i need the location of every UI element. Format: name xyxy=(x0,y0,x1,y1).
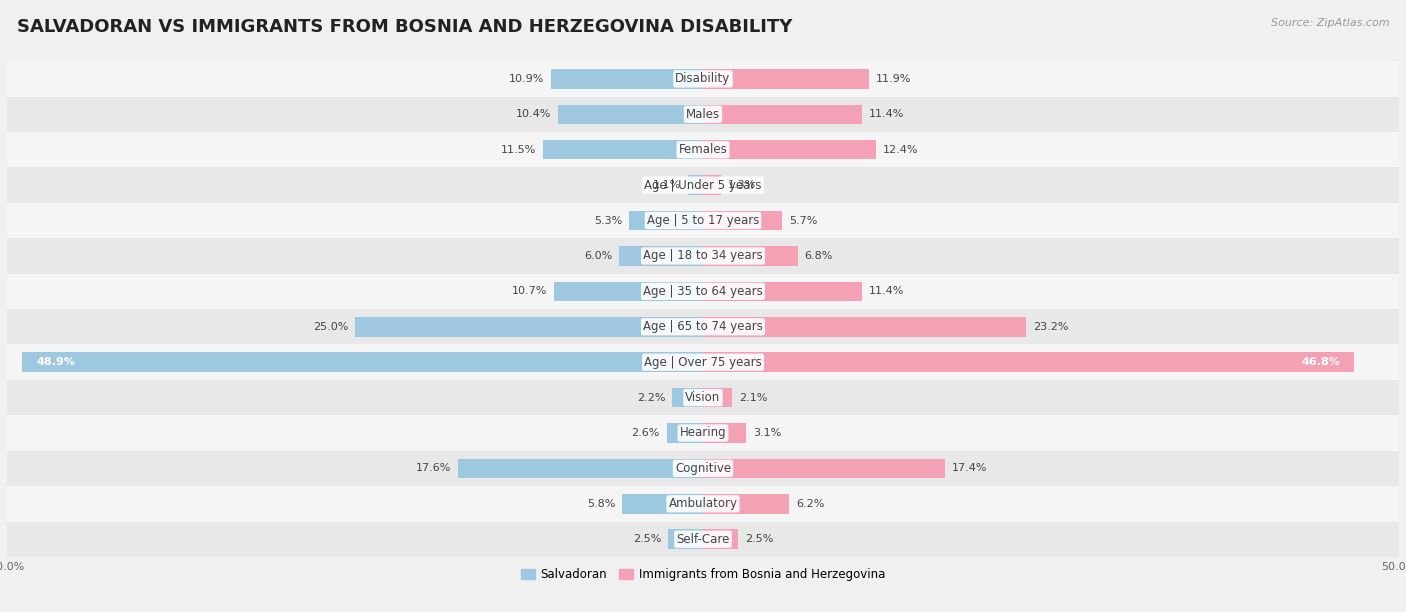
Bar xyxy=(703,69,869,89)
Text: 10.4%: 10.4% xyxy=(516,110,551,119)
Text: 11.4%: 11.4% xyxy=(869,110,904,119)
Text: 10.7%: 10.7% xyxy=(512,286,547,296)
Bar xyxy=(703,494,789,513)
Bar xyxy=(558,105,703,124)
Text: 2.2%: 2.2% xyxy=(637,392,665,403)
Text: Disability: Disability xyxy=(675,72,731,86)
Bar xyxy=(703,282,862,301)
Bar xyxy=(7,521,1399,557)
Text: 25.0%: 25.0% xyxy=(312,322,349,332)
Text: 11.9%: 11.9% xyxy=(876,74,911,84)
Bar xyxy=(703,140,876,160)
Bar xyxy=(458,458,703,478)
Text: Cognitive: Cognitive xyxy=(675,462,731,475)
Bar xyxy=(7,61,1399,97)
Bar xyxy=(22,353,703,372)
Text: Females: Females xyxy=(679,143,727,156)
Bar xyxy=(7,168,1399,203)
Text: Age | Over 75 years: Age | Over 75 years xyxy=(644,356,762,368)
Bar xyxy=(672,388,703,408)
Text: 2.5%: 2.5% xyxy=(745,534,773,544)
Text: Vision: Vision xyxy=(685,391,721,404)
Bar xyxy=(7,274,1399,309)
Bar xyxy=(703,529,738,549)
Text: Age | 5 to 17 years: Age | 5 to 17 years xyxy=(647,214,759,227)
Text: Age | Under 5 years: Age | Under 5 years xyxy=(644,179,762,192)
Bar xyxy=(7,345,1399,380)
Bar xyxy=(703,317,1026,337)
Text: Hearing: Hearing xyxy=(679,427,727,439)
Bar xyxy=(703,246,797,266)
Text: 10.9%: 10.9% xyxy=(509,74,544,84)
Bar xyxy=(554,282,703,301)
Bar xyxy=(7,486,1399,521)
Bar xyxy=(551,69,703,89)
Text: 12.4%: 12.4% xyxy=(883,144,918,155)
Text: 6.2%: 6.2% xyxy=(796,499,825,509)
Text: 2.5%: 2.5% xyxy=(633,534,661,544)
Bar xyxy=(7,97,1399,132)
Text: 2.6%: 2.6% xyxy=(631,428,659,438)
Text: 5.7%: 5.7% xyxy=(789,215,818,226)
Text: 1.3%: 1.3% xyxy=(728,180,756,190)
Text: 11.4%: 11.4% xyxy=(869,286,904,296)
Bar xyxy=(666,424,703,442)
Text: SALVADORAN VS IMMIGRANTS FROM BOSNIA AND HERZEGOVINA DISABILITY: SALVADORAN VS IMMIGRANTS FROM BOSNIA AND… xyxy=(17,18,792,36)
Bar xyxy=(7,380,1399,416)
Bar xyxy=(7,309,1399,345)
Legend: Salvadoran, Immigrants from Bosnia and Herzegovina: Salvadoran, Immigrants from Bosnia and H… xyxy=(516,563,890,586)
Text: 6.0%: 6.0% xyxy=(585,251,613,261)
Bar xyxy=(7,238,1399,274)
Bar xyxy=(668,529,703,549)
Bar xyxy=(703,388,733,408)
Bar xyxy=(354,317,703,337)
Bar xyxy=(623,494,703,513)
Bar xyxy=(703,353,1354,372)
Text: 5.8%: 5.8% xyxy=(586,499,616,509)
Text: Self-Care: Self-Care xyxy=(676,532,730,546)
Text: Age | 35 to 64 years: Age | 35 to 64 years xyxy=(643,285,763,298)
Bar xyxy=(7,203,1399,238)
Text: Males: Males xyxy=(686,108,720,121)
Text: 2.1%: 2.1% xyxy=(740,392,768,403)
Bar xyxy=(703,211,782,230)
Text: Source: ZipAtlas.com: Source: ZipAtlas.com xyxy=(1271,18,1389,28)
Bar xyxy=(630,211,703,230)
Text: 48.9%: 48.9% xyxy=(37,357,75,367)
Text: 11.5%: 11.5% xyxy=(501,144,536,155)
Text: 6.8%: 6.8% xyxy=(804,251,832,261)
Bar xyxy=(703,176,721,195)
Text: Age | 65 to 74 years: Age | 65 to 74 years xyxy=(643,320,763,334)
Bar xyxy=(688,176,703,195)
Bar xyxy=(620,246,703,266)
Bar xyxy=(703,458,945,478)
Text: 17.4%: 17.4% xyxy=(952,463,987,474)
Bar xyxy=(7,132,1399,168)
Text: 3.1%: 3.1% xyxy=(754,428,782,438)
Text: 46.8%: 46.8% xyxy=(1302,357,1340,367)
Bar xyxy=(7,416,1399,450)
Bar xyxy=(7,450,1399,486)
Bar xyxy=(543,140,703,160)
Text: 5.3%: 5.3% xyxy=(593,215,623,226)
Text: Ambulatory: Ambulatory xyxy=(668,498,738,510)
Text: 17.6%: 17.6% xyxy=(416,463,451,474)
Text: 23.2%: 23.2% xyxy=(1033,322,1069,332)
Text: 1.1%: 1.1% xyxy=(652,180,681,190)
Text: Age | 18 to 34 years: Age | 18 to 34 years xyxy=(643,250,763,263)
Bar xyxy=(703,424,747,442)
Bar xyxy=(703,105,862,124)
